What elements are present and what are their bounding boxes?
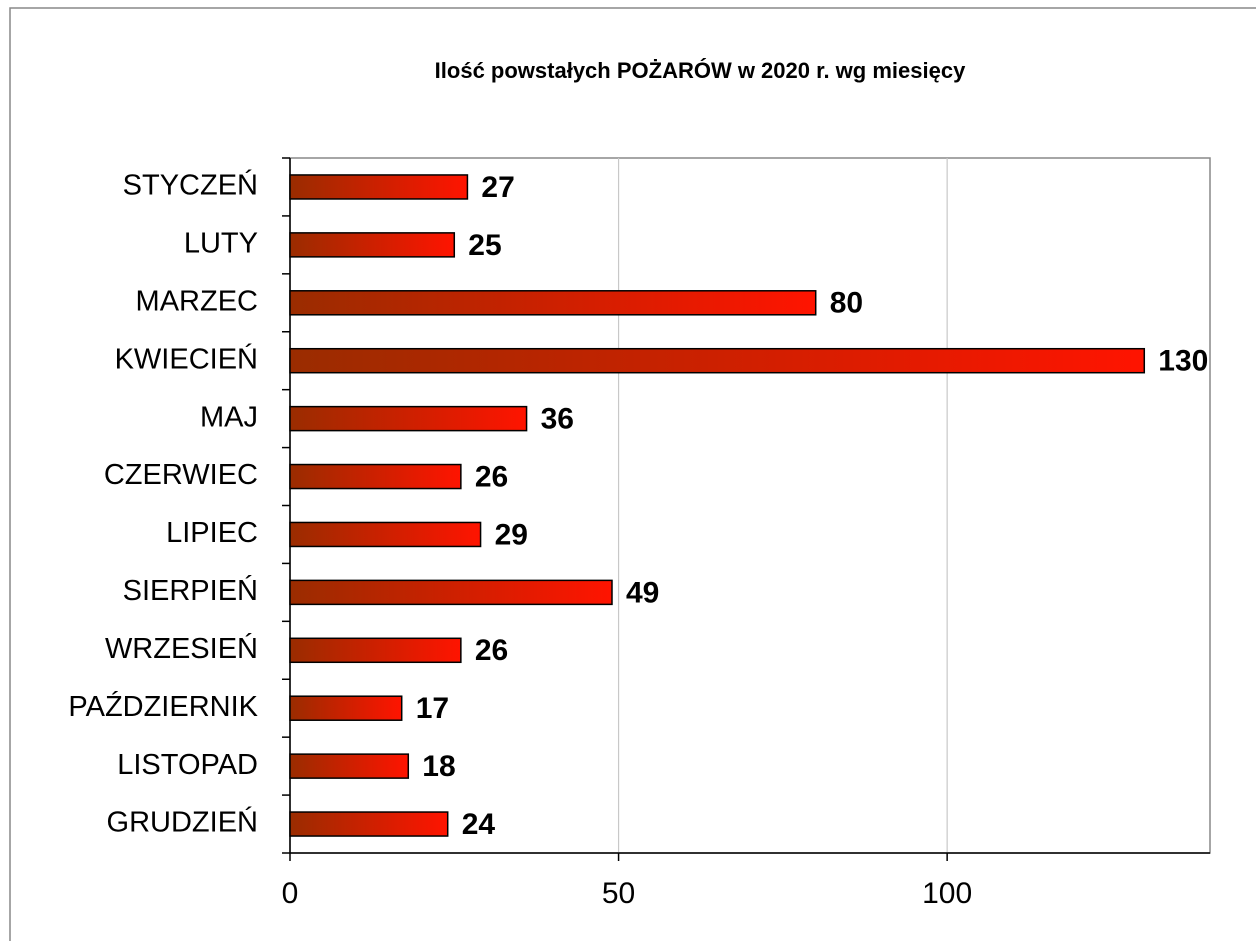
y-tick-label: PAŹDZIERNIK (68, 690, 258, 723)
value-label: 27 (481, 171, 514, 204)
y-tick-label: LISTOPAD (117, 749, 258, 781)
value-label: 36 (541, 403, 574, 436)
x-tick-label: 50 (602, 877, 635, 910)
y-tick-label: LIPIEC (166, 517, 258, 549)
bar (289, 463, 462, 490)
y-tick-label: SIERPIEŃ (123, 574, 258, 607)
bar (289, 232, 456, 258)
y-tick-label: LUTY (184, 228, 258, 260)
bar (289, 174, 469, 200)
y-tick-label: GRUDZIEŃ (107, 806, 258, 839)
x-tick-label: 0 (282, 877, 299, 910)
bar (289, 811, 449, 837)
plot-area (289, 157, 1211, 854)
bar (289, 521, 482, 548)
bar (289, 637, 462, 664)
y-tick-label: MAJ (200, 401, 258, 433)
bar (289, 695, 403, 721)
value-label: 49 (626, 576, 659, 609)
x-tick-label: 100 (922, 877, 972, 910)
value-label: 26 (475, 634, 508, 667)
value-label: 80 (830, 287, 863, 320)
y-tick-label: CZERWIEC (104, 459, 258, 491)
value-label: 25 (468, 229, 501, 262)
bar (289, 579, 613, 606)
y-tick-label: KWIECIEŃ (115, 342, 258, 375)
value-label: 17 (416, 692, 449, 725)
bar (289, 753, 410, 779)
y-tick-label: WRZESIEŃ (105, 632, 258, 665)
value-label: 29 (495, 518, 528, 551)
chart-title: Ilość powstałych POŻARÓW w 2020 r. wg mi… (435, 58, 966, 83)
frame (9, 7, 1256, 941)
bar (289, 347, 1146, 374)
value-label: 18 (422, 750, 455, 783)
y-tick-label: MARZEC (136, 285, 258, 317)
bar (289, 405, 528, 432)
y-tick-label: STYCZEŃ (123, 169, 258, 202)
value-label: 24 (462, 808, 496, 841)
bar (289, 290, 817, 316)
value-label: 26 (475, 460, 508, 493)
value-label: 130 (1158, 345, 1208, 378)
